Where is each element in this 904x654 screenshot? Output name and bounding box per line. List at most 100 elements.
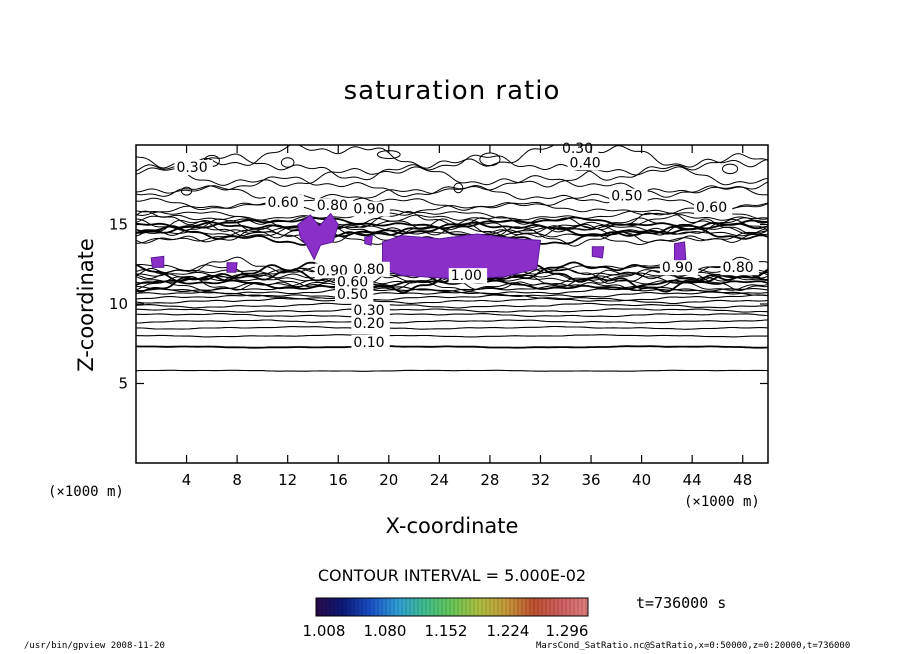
contour-label-halo [174,160,213,176]
contour-label: 0.30 [176,160,207,176]
contour-label-halo [609,188,648,204]
contour-label: 0.80 [722,260,753,276]
contour-label: 0.20 [353,316,384,332]
contour-label-halo [334,287,374,303]
contour-line [136,153,768,181]
colorbar-stripes [317,599,587,615]
x-tick-label: 28 [480,471,499,489]
supersaturation-region [591,246,605,259]
supersaturation-region [150,255,165,268]
x-tick-label: 32 [531,471,550,489]
contour-label: 0.60 [696,200,727,216]
contour-label: 0.60 [267,195,298,211]
y-tick-label: 5 [118,375,128,393]
contour-line [136,297,768,305]
supersaturation-fill [150,212,687,280]
contour-label-halo [351,201,390,217]
chart-title: saturation ratio [343,76,561,106]
contour-line [136,210,768,239]
contour-label-halo [334,274,374,290]
contour-label-halo [265,195,304,211]
contour-label: 0.10 [353,335,384,351]
contour-line [136,145,768,169]
x-tick-label: 44 [683,471,702,489]
x-tick-label: 48 [733,471,752,489]
contour-label-halo [314,198,354,214]
contour-label: 0.90 [662,260,693,276]
contour-line [136,216,768,230]
contour-line [136,218,768,247]
contour-line [136,319,768,324]
x-tick-label: 24 [430,471,449,489]
x-unit-left: (×1000 m) [48,484,124,500]
contour-line [136,275,768,292]
footer-data-source: MarsCond_SatRatio.nc@SatRatio,x=0:50000,… [536,641,851,651]
footer-program-date: /usr/bin/gpview 2008-11-20 [24,641,165,651]
contour-label-halo [659,260,699,276]
contour-label-halo [720,260,759,276]
contour-line [136,166,768,188]
contour-line [136,345,768,349]
supersaturation-region [364,234,373,246]
contour-label-halo [351,303,390,319]
x-tick-label: 20 [379,471,398,489]
contour-eddy [479,152,501,167]
contour-label: 0.90 [353,201,384,217]
contour-line [136,201,768,217]
contour-eddy [280,157,295,168]
supersaturation-region [674,241,687,262]
y-axis-label: Z-coordinate [74,238,98,372]
contour-label: 0.40 [570,155,601,171]
contour-eddy [453,182,464,194]
x-tick-label: 16 [329,471,348,489]
y-tick-label: 15 [109,216,128,234]
contour-line [136,313,768,318]
colorbar-tick-label: 1.008 [303,622,346,640]
x-tick-label: 36 [581,471,600,489]
contour-label: 0.80 [317,198,348,214]
contour-eddy [181,186,193,196]
contour-line [136,369,768,372]
colorbar [315,597,589,617]
y-axis-ticks: 5 10 15 [109,216,768,393]
contour-label: 1.00 [451,268,482,284]
contour-line [136,175,768,198]
contour-label-halo [693,199,733,215]
contour-line [136,308,768,313]
contour-line [136,302,768,309]
supersaturation-region [382,233,542,280]
colorbar-tick-label: 1.296 [546,622,589,640]
contour-label: 0.30 [353,303,384,319]
contour-label: 0.60 [337,275,368,291]
x-axis-label: X-coordinate [385,514,519,538]
contour-eddy [721,163,739,175]
contour-line [136,225,768,246]
contour-line [136,209,768,221]
colorbar-tick-label: 1.224 [487,622,530,640]
x-axis-ticks: 4 8 12 16 20 24 28 32 36 40 44 48 [182,145,752,489]
contour-line [136,193,768,211]
contour-line [136,185,768,204]
contour-label-halo [448,268,488,284]
x-tick-label: 8 [232,471,242,489]
contour-line [136,294,768,301]
x-tick-label: 4 [182,471,192,489]
contour-line [136,279,768,291]
contour-labels: 0.300.300.400.500.600.60 0.80 0.901.000.90… [174,140,759,351]
y-tick-label: 10 [109,295,128,313]
contour-line [136,291,768,298]
contour-line [136,325,768,330]
contour-label: 0.80 [353,262,384,278]
contour-label-halo [351,334,390,350]
colorbar-tick-labels: 1.008 1.080 1.152 1.224 1.296 [303,622,589,640]
contour-label: 0.50 [611,189,642,205]
supersaturation-region [226,262,238,273]
contour-label-halo [351,261,390,277]
time-label: t=736000 s [636,594,727,612]
colorbar-tick-label: 1.080 [364,622,407,640]
contour-line [136,334,768,338]
supersaturation-region [297,212,339,261]
colorbar-tick-label: 1.152 [425,622,468,640]
x-tick-label: 12 [278,471,297,489]
x-unit-right: (×1000 m) [684,494,760,510]
